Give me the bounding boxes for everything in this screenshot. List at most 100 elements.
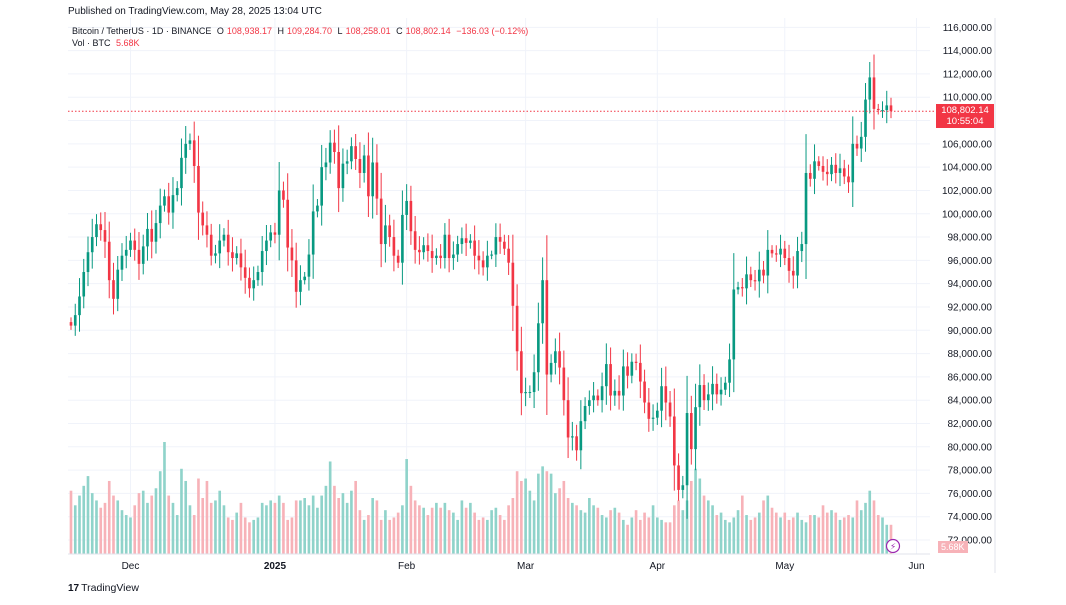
candle-body[interactable]: [494, 237, 498, 255]
candle-body[interactable]: [469, 240, 472, 243]
candle-body[interactable]: [477, 255, 481, 261]
candle-body[interactable]: [443, 234, 447, 259]
candle-body[interactable]: [320, 167, 323, 206]
candle-body[interactable]: [770, 249, 774, 254]
candle-body[interactable]: [350, 146, 353, 162]
candle-body[interactable]: [825, 171, 829, 175]
candle-body[interactable]: [464, 238, 468, 243]
candle-body[interactable]: [757, 269, 761, 282]
candle-body[interactable]: [116, 269, 120, 299]
candle-body[interactable]: [392, 237, 396, 256]
candle-body[interactable]: [549, 362, 553, 375]
candle-body[interactable]: [163, 196, 166, 206]
candle-body[interactable]: [481, 260, 485, 268]
candle-body[interactable]: [639, 362, 642, 382]
candle-body[interactable]: [78, 296, 81, 316]
candle-body[interactable]: [90, 237, 94, 253]
candle-body[interactable]: [129, 240, 132, 250]
candle-body[interactable]: [796, 251, 799, 276]
candle-body[interactable]: [876, 108, 880, 111]
candle-body[interactable]: [783, 248, 787, 259]
candle-body[interactable]: [435, 255, 438, 259]
candle-body[interactable]: [821, 165, 825, 172]
candle-body[interactable]: [749, 274, 753, 281]
candle-body[interactable]: [388, 225, 391, 238]
candle-body[interactable]: [520, 351, 523, 394]
candle-body[interactable]: [698, 385, 702, 408]
candle-body[interactable]: [864, 99, 867, 137]
candle-body[interactable]: [762, 269, 765, 276]
candle-body[interactable]: [740, 287, 744, 289]
candle-body[interactable]: [651, 417, 655, 419]
candle-body[interactable]: [277, 190, 281, 235]
candle-body[interactable]: [248, 277, 251, 289]
candle-body[interactable]: [460, 238, 464, 245]
candle-body[interactable]: [82, 272, 86, 297]
candle-body[interactable]: [719, 389, 723, 395]
candle-body[interactable]: [545, 280, 549, 375]
candle-body[interactable]: [511, 262, 515, 306]
candle-body[interactable]: [889, 105, 893, 112]
candle-body[interactable]: [486, 255, 489, 268]
candle-body[interactable]: [73, 315, 77, 326]
candle-body[interactable]: [337, 152, 340, 189]
candle-body[interactable]: [524, 392, 527, 394]
candle-body[interactable]: [583, 406, 587, 422]
candle-body[interactable]: [252, 280, 256, 289]
candle-body[interactable]: [409, 200, 413, 232]
candle-body[interactable]: [732, 289, 736, 360]
candle-body[interactable]: [141, 246, 145, 264]
candle-body[interactable]: [367, 155, 370, 197]
candle-body[interactable]: [537, 323, 540, 373]
candle-body[interactable]: [613, 390, 617, 396]
candle-body[interactable]: [498, 237, 502, 242]
candle-body[interactable]: [881, 110, 884, 112]
candle-body[interactable]: [660, 386, 663, 411]
candle-body[interactable]: [239, 253, 243, 268]
candle-body[interactable]: [99, 224, 103, 231]
symbol-line[interactable]: Bitcoin / TetherUS · 1D · BINANCE: [72, 26, 212, 36]
candle-body[interactable]: [728, 359, 731, 383]
candle-body[interactable]: [235, 253, 239, 259]
candle-body[interactable]: [422, 245, 425, 253]
candle-body[interactable]: [184, 143, 188, 158]
candle-body[interactable]: [626, 366, 629, 376]
candle-body[interactable]: [154, 223, 158, 242]
candle-body[interactable]: [596, 395, 600, 401]
candle-body[interactable]: [668, 402, 672, 417]
candle-body[interactable]: [532, 372, 536, 393]
candle-body[interactable]: [316, 205, 319, 212]
candle-body[interactable]: [205, 225, 209, 235]
candle-body[interactable]: [95, 224, 98, 238]
candle-body[interactable]: [290, 247, 294, 261]
candle-body[interactable]: [736, 287, 740, 290]
candle-body[interactable]: [566, 400, 570, 438]
candle-body[interactable]: [418, 249, 421, 253]
candle-body[interactable]: [685, 413, 689, 486]
candle-body[interactable]: [694, 407, 697, 450]
candle-body[interactable]: [354, 146, 357, 159]
candle-body[interactable]: [804, 172, 808, 245]
candle-body[interactable]: [303, 276, 306, 281]
candle-body[interactable]: [214, 253, 217, 256]
candle-body[interactable]: [647, 402, 651, 419]
candle-body[interactable]: [265, 240, 268, 252]
candle-body[interactable]: [800, 244, 804, 252]
candle-body[interactable]: [107, 241, 111, 281]
candle-body[interactable]: [146, 228, 149, 247]
candle-body[interactable]: [273, 232, 277, 235]
candle-body[interactable]: [842, 168, 846, 177]
candle-body[interactable]: [592, 395, 595, 401]
candle-body[interactable]: [515, 305, 519, 352]
candle-body[interactable]: [167, 196, 171, 213]
candle-body[interactable]: [851, 143, 855, 183]
candle-body[interactable]: [715, 383, 719, 395]
candle-body[interactable]: [133, 240, 137, 250]
candle-body[interactable]: [779, 248, 782, 255]
candle-body[interactable]: [333, 142, 336, 152]
candle-body[interactable]: [617, 390, 621, 396]
candle-body[interactable]: [630, 361, 634, 376]
candle-body[interactable]: [405, 200, 408, 215]
candle-body[interactable]: [834, 164, 838, 173]
